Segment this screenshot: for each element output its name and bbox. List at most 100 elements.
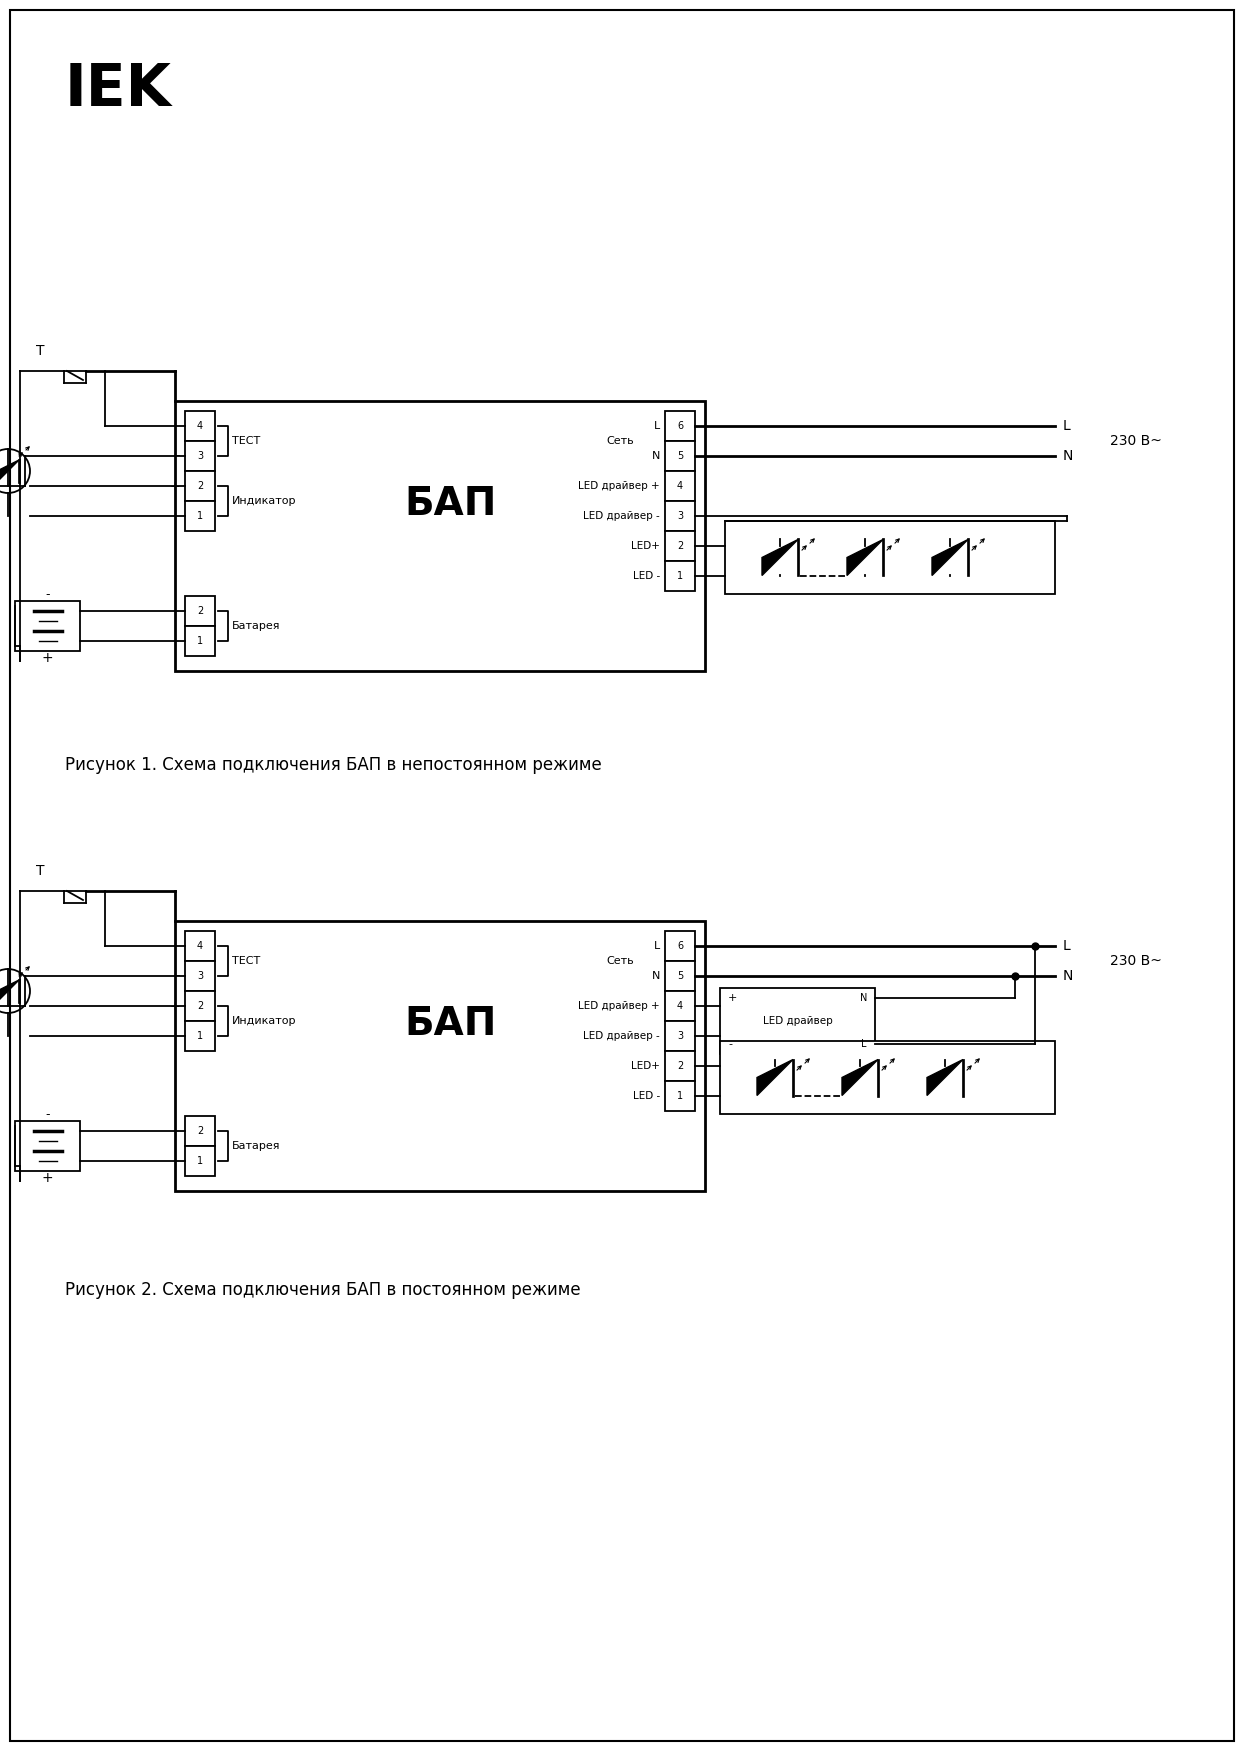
Bar bbox=[185, 501, 215, 531]
Text: +: + bbox=[728, 993, 738, 1003]
Text: 2: 2 bbox=[197, 482, 203, 490]
Bar bbox=[725, 522, 1055, 594]
Text: -: - bbox=[175, 450, 180, 462]
Bar bbox=[15, 601, 80, 651]
Text: -: - bbox=[175, 970, 180, 982]
Text: +: + bbox=[42, 651, 53, 665]
Text: 230 В~: 230 В~ bbox=[1110, 434, 1162, 448]
Text: LED драйвер +: LED драйвер + bbox=[578, 1002, 661, 1010]
Text: 1: 1 bbox=[197, 1156, 203, 1166]
Bar bbox=[185, 1021, 215, 1051]
Bar bbox=[666, 1021, 695, 1051]
Text: LED -: LED - bbox=[633, 571, 661, 581]
Text: 6: 6 bbox=[677, 940, 683, 951]
Bar bbox=[185, 1145, 215, 1177]
Text: +: + bbox=[42, 1171, 53, 1185]
Text: БАП: БАП bbox=[404, 485, 496, 522]
Bar bbox=[720, 1042, 1055, 1114]
Text: 2: 2 bbox=[197, 1126, 203, 1136]
Text: IEK: IEK bbox=[65, 61, 172, 117]
Text: 5: 5 bbox=[677, 452, 683, 461]
Text: T: T bbox=[36, 863, 45, 877]
Polygon shape bbox=[763, 539, 797, 576]
Text: 3: 3 bbox=[197, 452, 203, 461]
Bar bbox=[185, 471, 215, 501]
Text: -: - bbox=[45, 1108, 50, 1121]
Bar bbox=[185, 961, 215, 991]
Text: ТЕСТ: ТЕСТ bbox=[231, 436, 260, 447]
Text: LED драйвер -: LED драйвер - bbox=[583, 1031, 661, 1042]
Text: LED -: LED - bbox=[633, 1091, 661, 1101]
Bar bbox=[185, 627, 215, 657]
Text: +: + bbox=[169, 480, 180, 492]
Polygon shape bbox=[0, 981, 19, 1002]
Text: Индикатор: Индикатор bbox=[231, 1016, 296, 1026]
Text: LED+: LED+ bbox=[631, 1061, 661, 1072]
Bar bbox=[15, 1121, 80, 1171]
Bar bbox=[666, 471, 695, 501]
Text: Рисунок 2. Схема подключения БАП в постоянном режиме: Рисунок 2. Схема подключения БАП в посто… bbox=[65, 1282, 581, 1299]
Text: Батарея: Батарея bbox=[231, 622, 280, 630]
Polygon shape bbox=[842, 1059, 878, 1096]
Bar bbox=[666, 560, 695, 592]
Polygon shape bbox=[0, 461, 19, 482]
Text: 4: 4 bbox=[197, 420, 203, 431]
Text: 1: 1 bbox=[197, 511, 203, 522]
Text: Индикатор: Индикатор bbox=[231, 496, 296, 506]
Text: N: N bbox=[1064, 448, 1074, 462]
Text: 3: 3 bbox=[197, 972, 203, 981]
Text: +: + bbox=[169, 1000, 180, 1012]
Bar bbox=[666, 961, 695, 991]
Text: Сеть: Сеть bbox=[606, 436, 633, 447]
Text: N: N bbox=[652, 972, 661, 981]
Text: -: - bbox=[728, 1038, 731, 1049]
Text: 6: 6 bbox=[677, 420, 683, 431]
Text: L: L bbox=[654, 420, 661, 431]
Text: 5: 5 bbox=[677, 972, 683, 981]
Text: N: N bbox=[860, 993, 867, 1003]
Text: 4: 4 bbox=[677, 1002, 683, 1010]
Text: 3: 3 bbox=[677, 511, 683, 522]
Text: 230 В~: 230 В~ bbox=[1110, 954, 1162, 968]
Bar bbox=[175, 401, 705, 671]
Bar bbox=[185, 932, 215, 961]
Bar bbox=[175, 921, 705, 1191]
Bar bbox=[720, 988, 875, 1054]
Bar bbox=[666, 441, 695, 471]
Text: N: N bbox=[1064, 968, 1074, 982]
Text: L: L bbox=[654, 940, 661, 951]
Text: -: - bbox=[45, 588, 50, 601]
Polygon shape bbox=[932, 539, 968, 576]
Bar bbox=[666, 1080, 695, 1110]
Bar bbox=[185, 595, 215, 627]
Text: L: L bbox=[1064, 418, 1071, 432]
Text: 4: 4 bbox=[677, 482, 683, 490]
Text: 1: 1 bbox=[677, 1091, 683, 1101]
Text: LED драйвер +: LED драйвер + bbox=[578, 482, 661, 490]
Text: LED драйвер -: LED драйвер - bbox=[583, 511, 661, 522]
Text: 1: 1 bbox=[197, 636, 203, 646]
Polygon shape bbox=[927, 1059, 963, 1096]
Text: 1: 1 bbox=[677, 571, 683, 581]
Text: L: L bbox=[1064, 939, 1071, 953]
Text: 4: 4 bbox=[197, 940, 203, 951]
Text: LED драйвер: LED драйвер bbox=[763, 1016, 832, 1026]
Text: N: N bbox=[652, 452, 661, 461]
Text: 2: 2 bbox=[677, 1061, 683, 1072]
Text: T: T bbox=[36, 343, 45, 357]
Text: L: L bbox=[862, 1038, 867, 1049]
Bar bbox=[666, 932, 695, 961]
Polygon shape bbox=[758, 1059, 792, 1096]
Bar bbox=[666, 531, 695, 560]
Polygon shape bbox=[847, 539, 883, 576]
Bar bbox=[185, 1115, 215, 1145]
Text: Сеть: Сеть bbox=[606, 956, 633, 967]
Text: 3: 3 bbox=[677, 1031, 683, 1042]
Text: 1: 1 bbox=[197, 1031, 203, 1042]
Text: LED+: LED+ bbox=[631, 541, 661, 552]
Text: Батарея: Батарея bbox=[231, 1142, 280, 1150]
Text: 2: 2 bbox=[197, 606, 203, 616]
Bar bbox=[666, 501, 695, 531]
Bar bbox=[185, 411, 215, 441]
Text: Рисунок 1. Схема подключения БАП в непостоянном режиме: Рисунок 1. Схема подключения БАП в непос… bbox=[65, 756, 602, 774]
